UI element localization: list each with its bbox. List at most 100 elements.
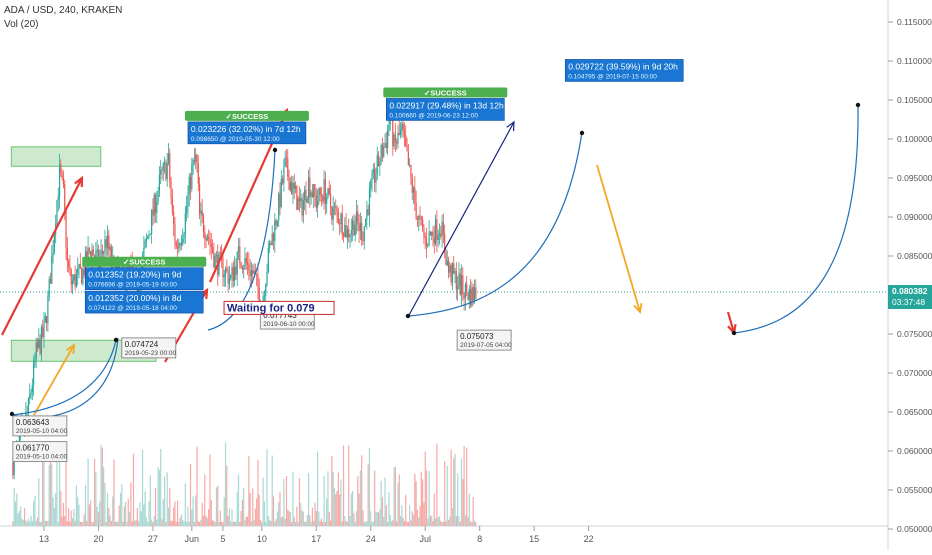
volume-bar [68,508,70,526]
volume-bar [431,515,433,526]
volume-bar [429,515,432,526]
candle-body [466,283,468,293]
volume-bar [437,517,439,526]
candle-body [169,153,171,182]
volume-bar [210,500,212,526]
volume-bar [101,447,103,526]
volume-bar [298,478,301,526]
candle-body [91,249,93,257]
volume-bar [285,476,288,526]
volume-bar [462,479,464,526]
candle-body [315,195,317,208]
volume-bar [374,470,376,526]
success-badge [184,110,309,121]
volume-bar [162,499,164,526]
anchor-dot [579,130,585,136]
candle-body [171,198,173,212]
candle-body [272,233,275,241]
volume-bar [441,521,443,526]
volume-bar [324,521,326,526]
volume-bar [366,521,368,526]
volume-bar [371,521,373,526]
candle-body [472,287,474,301]
x-tick-label: 17 [311,534,321,544]
candle-body [473,287,476,301]
candle-body [167,153,170,164]
candle-body [416,218,419,220]
candle-body [394,134,396,142]
candle-body [96,249,98,252]
volume-bar [258,494,260,526]
candle-body [64,183,66,212]
candle-body [205,238,207,241]
volume-bar [372,521,374,526]
volume-bar [234,521,236,526]
candle-body [42,327,44,338]
volume-bar [464,515,467,526]
volume-bar [16,493,18,526]
volume-bar [33,501,35,526]
volume-bar [436,443,438,526]
volume-bar [280,517,282,526]
candle-body [227,270,229,284]
volume-bar [160,448,162,526]
volume-bar [91,521,93,526]
anchor-dot [272,147,278,153]
candle-body [464,283,467,299]
candle-body [427,245,429,247]
volume-bar [270,521,272,526]
volume-bar [396,521,398,526]
y-tick-label: 0.105000 [897,95,932,105]
volume-bar [195,495,197,526]
volume-bar [370,511,372,526]
candle-body [223,274,225,278]
volume-bar [274,521,276,526]
y-tick-label: 0.050000 [897,524,932,534]
volume-bar [354,521,356,526]
waiting-label: Waiting for 0.079 [227,302,315,314]
candle-body [106,235,109,248]
candle-body [82,268,84,284]
volume-bar [359,470,361,526]
candle-body [436,219,438,240]
candle-body [407,151,409,166]
candle-body [88,248,90,252]
volume-bar [291,521,293,526]
symbol-title: ADA / USD, 240, KRAKEN [4,5,123,16]
volume-bar [412,514,415,526]
candle-body [296,186,298,210]
volume-bar [121,484,123,526]
volume-bar [254,508,256,526]
candle-body [388,125,390,131]
x-tick-label: 20 [93,534,103,544]
volume-bar [58,452,61,526]
candle-body [250,269,253,277]
volume-bar [470,521,472,526]
volume-bar [200,519,202,526]
volume-bar [306,514,308,526]
candle-body [414,187,416,203]
candle-body [374,168,376,183]
candle-body [204,232,206,239]
volume-bar [333,488,336,526]
candle-body [363,226,365,242]
volume-bar [161,519,163,526]
volume-bar [313,520,315,526]
volume-bar [263,501,266,526]
volume-bar [64,515,66,526]
candle-body [101,250,103,254]
volume-bar [314,502,316,526]
volume-bar [376,512,378,526]
volume-bar [389,514,391,526]
candle-body [444,234,446,253]
volume-bar [130,482,132,526]
candle-body [353,220,355,236]
candle-body [182,238,184,243]
volume-bar [55,492,57,526]
volume-bar [406,521,408,526]
candle-body [192,160,194,165]
volume-bar [323,475,325,526]
candle-body [445,252,447,266]
